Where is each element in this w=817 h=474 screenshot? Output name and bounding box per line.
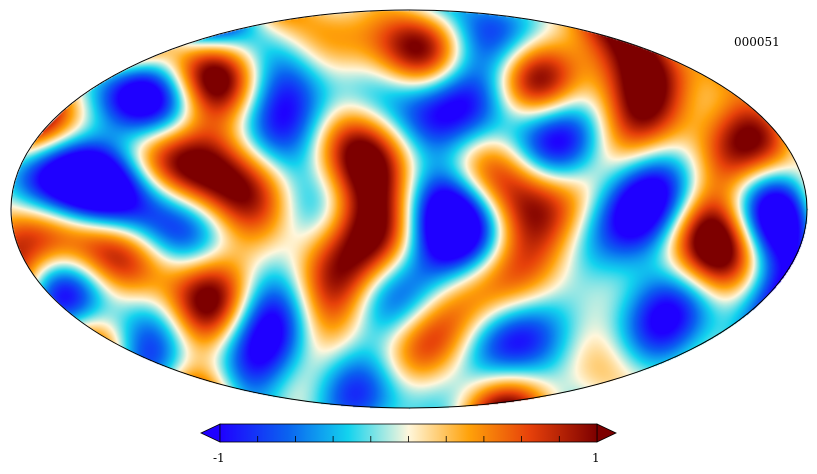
- colorbar: [200, 423, 617, 443]
- colorbar-ticks: [257, 436, 560, 442]
- colorbar-min-label: -1: [213, 451, 225, 465]
- colorbar-under-arrow: [200, 423, 221, 443]
- map-id-label: 000051: [734, 35, 780, 49]
- colorbar-over-arrow: [596, 423, 617, 443]
- colorbar-max-label: 1: [592, 451, 600, 465]
- map-outline: [10, 9, 808, 409]
